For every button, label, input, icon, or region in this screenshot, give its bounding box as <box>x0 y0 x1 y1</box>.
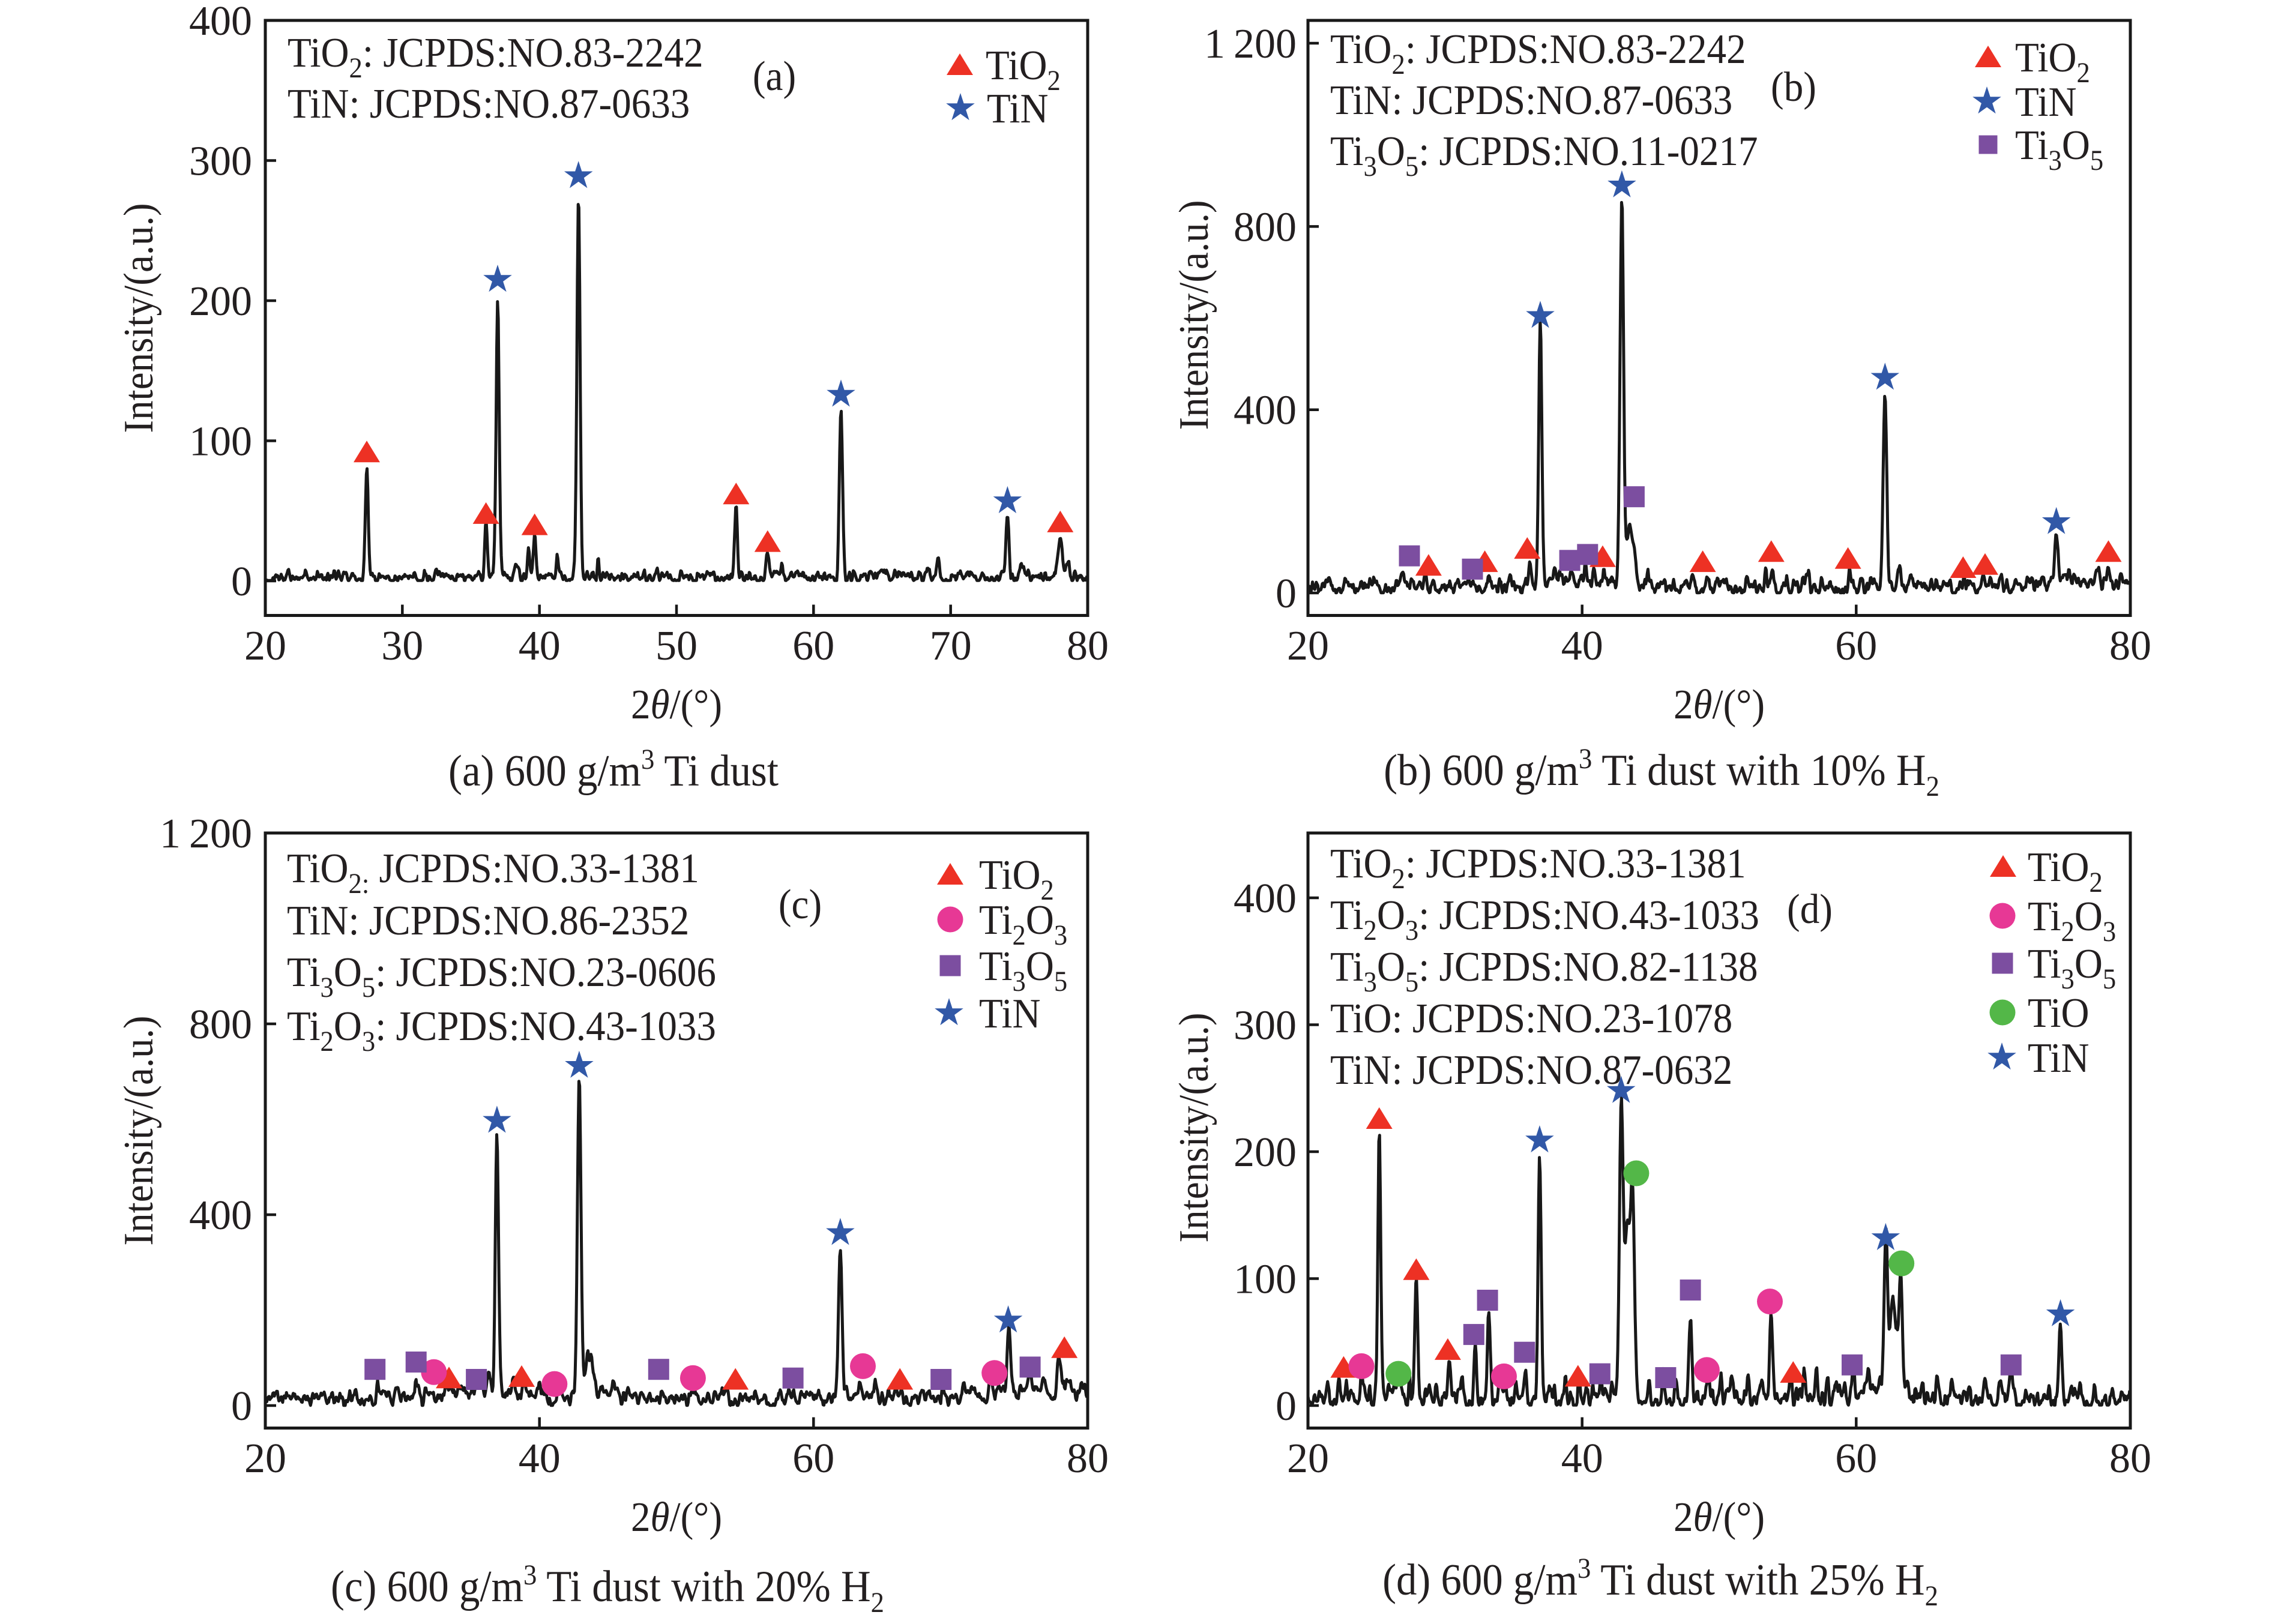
svg-text:20: 20 <box>244 623 286 669</box>
svg-text:TiN: TiN <box>2028 1035 2090 1081</box>
svg-text:40: 40 <box>519 623 561 669</box>
svg-text:(b) 600 g/m3​ Ti dust with 10%: (b) 600 g/m3​ Ti dust with 10% H2​ <box>1384 744 1939 803</box>
svg-text:400: 400 <box>189 0 252 44</box>
svg-text:Ti2​O3​: JCPDS:NO.43-1033: Ti2​O3​: JCPDS:NO.43-1033 <box>287 1003 716 1058</box>
svg-text:TiO: JCPDS:NO.23-1078: TiO: JCPDS:NO.23-1078 <box>1330 995 1732 1042</box>
svg-text:0: 0 <box>1276 1383 1297 1430</box>
svg-text:(d): (d) <box>1787 886 1833 933</box>
svg-text:TiN: TiN <box>979 990 1041 1037</box>
svg-text:300: 300 <box>1234 1003 1297 1049</box>
svg-text:0: 0 <box>231 1383 252 1430</box>
svg-text:20: 20 <box>1287 1436 1329 1482</box>
svg-text:50: 50 <box>655 623 698 669</box>
svg-text:Ti2​O3​: Ti2​O3​ <box>979 897 1067 952</box>
svg-text:TiN: JCPDS:NO.86-2352: TiN: JCPDS:NO.86-2352 <box>287 897 689 944</box>
svg-text:60: 60 <box>792 1436 834 1482</box>
svg-text:(a): (a) <box>753 53 796 100</box>
svg-text:Ti3​O5​: JCPDS:NO.11-0217: Ti3​O5​: JCPDS:NO.11-0217 <box>1330 128 1758 183</box>
svg-text:300: 300 <box>189 139 252 185</box>
svg-text:20: 20 <box>1287 623 1329 669</box>
svg-text:(c): (c) <box>779 881 822 928</box>
svg-text:100: 100 <box>1234 1257 1297 1303</box>
svg-text:2θ/(°): 2θ/(°) <box>631 1494 722 1541</box>
svg-text:0: 0 <box>1276 571 1297 617</box>
svg-text:TiN: JCPDS:NO.87-0632: TiN: JCPDS:NO.87-0632 <box>1330 1047 1732 1093</box>
svg-text:1 200: 1 200 <box>1204 21 1297 67</box>
svg-text:2θ/(°): 2θ/(°) <box>1674 1494 1765 1541</box>
svg-text:Ti3​O5​: JCPDS:NO.23-0606: Ti3​O5​: JCPDS:NO.23-0606 <box>287 949 716 1004</box>
svg-text:Ti3​O5​: JCPDS:NO.82-1138: Ti3​O5​: JCPDS:NO.82-1138 <box>1330 943 1758 999</box>
svg-text:TiN: JCPDS:NO.87-0633: TiN: JCPDS:NO.87-0633 <box>288 80 690 127</box>
svg-text:Intensity/(a.u.): Intensity/(a.u.) <box>115 203 162 433</box>
svg-text:Intensity/(a.u.): Intensity/(a.u.) <box>115 1015 162 1245</box>
svg-text:60: 60 <box>792 623 834 669</box>
svg-text:(c) 600 g/m3​ Ti dust with 20%: (c) 600 g/m3​ Ti dust with 20% H2​ <box>331 1560 884 1619</box>
svg-text:40: 40 <box>1561 623 1603 669</box>
svg-text:60: 60 <box>1835 1436 1877 1482</box>
svg-text:30: 30 <box>381 623 423 669</box>
svg-text:2θ/(°): 2θ/(°) <box>1674 681 1765 728</box>
svg-text:400: 400 <box>1234 876 1297 922</box>
svg-text:0: 0 <box>231 559 252 605</box>
svg-text:TiO: TiO <box>2028 990 2090 1036</box>
svg-text:80: 80 <box>2109 1436 2151 1482</box>
svg-text:80: 80 <box>2109 623 2151 669</box>
svg-text:800: 800 <box>1234 204 1297 250</box>
svg-text:400: 400 <box>1234 388 1297 434</box>
svg-text:200: 200 <box>189 278 252 325</box>
svg-text:(d) 600 g/m3​ Ti dust with 25%: (d) 600 g/m3​ Ti dust with 25% H2​ <box>1382 1553 1938 1613</box>
svg-text:800: 800 <box>189 1002 252 1048</box>
svg-text:(b): (b) <box>1771 64 1816 110</box>
svg-text:80: 80 <box>1067 623 1109 669</box>
svg-text:40: 40 <box>519 1436 561 1482</box>
svg-text:TiO2​: JCPDS:NO.83-2242: TiO2​: JCPDS:NO.83-2242 <box>288 29 704 85</box>
svg-text:TiN: TiN <box>2015 79 2077 125</box>
svg-text:Ti2​O3​: JCPDS:NO.43-1033: Ti2​O3​: JCPDS:NO.43-1033 <box>1330 892 1759 947</box>
svg-text:400: 400 <box>189 1192 252 1239</box>
svg-text:20: 20 <box>244 1436 286 1482</box>
svg-text:1 200: 1 200 <box>160 811 252 857</box>
svg-text:Intensity/(a.u.): Intensity/(a.u.) <box>1171 200 1217 430</box>
svg-text:40: 40 <box>1561 1436 1603 1482</box>
svg-text:200: 200 <box>1234 1129 1297 1176</box>
svg-text:80: 80 <box>1067 1436 1109 1482</box>
svg-text:2θ/(°): 2θ/(°) <box>631 681 722 728</box>
svg-text:60: 60 <box>1835 623 1877 669</box>
svg-text:100: 100 <box>189 419 252 465</box>
svg-text:70: 70 <box>930 623 972 669</box>
svg-text:TiN: JCPDS:NO.87-0633: TiN: JCPDS:NO.87-0633 <box>1330 77 1732 124</box>
svg-text:Intensity/(a.u.): Intensity/(a.u.) <box>1171 1012 1217 1242</box>
svg-text:(a) 600 g/m3​ Ti dust: (a) 600 g/m3​ Ti dust <box>448 744 779 796</box>
svg-text:TiN: TiN <box>987 85 1049 132</box>
